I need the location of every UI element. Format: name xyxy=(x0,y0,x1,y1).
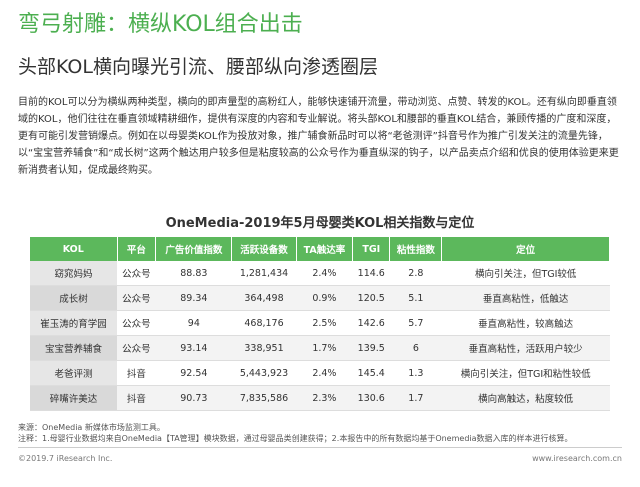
table-cell: 93.14 xyxy=(155,335,232,361)
table-cell: 94 xyxy=(155,310,232,336)
table-cell: 145.4 xyxy=(352,360,390,386)
table-cell: 老爸评测 xyxy=(30,360,117,386)
website: www.iresearch.com.cn xyxy=(532,454,622,463)
table-cell: 垂直高粘性，低触达 xyxy=(441,285,610,311)
source: 来源：OneMedia 新媒体市场监测工具。 xyxy=(18,423,165,432)
table-cell: 364,498 xyxy=(231,285,297,311)
table-cell: 崔玉涛的育学园 xyxy=(30,310,117,336)
table-cell: 碎嘴许美达 xyxy=(30,385,117,411)
table-row: 成长树 公众号 89.34 364,498 0.9% 120.5 5.1 垂直高粘性，低触达 xyxy=(30,285,610,311)
column-header: KOL xyxy=(30,237,118,261)
table-row: 碎嘴许美达 抖音 90.73 7,835,586 2.3% 130.6 1.7 横向高触达，粘… xyxy=(30,385,610,411)
table-cell: 142.6 xyxy=(352,310,390,336)
note: 注释：1.母婴行业数据均来自OneMedia【TA管理】模块数据，通过母婴品类创… xyxy=(18,434,573,443)
table-cell: 2.8 xyxy=(389,261,442,286)
table-cell: 5,443,923 xyxy=(231,360,297,386)
table-cell: 2.3% xyxy=(296,385,353,411)
table-cell: 成长树 xyxy=(30,285,117,311)
table-cell: 抖音 xyxy=(117,385,156,411)
table-cell: 338,951 xyxy=(231,335,297,361)
table-row: 崔玉涛的育学园 公众号 94 468,176 2.5% 142.6 5.7 垂直高粘性，较高触… xyxy=(30,310,610,336)
table-cell: 7,835,586 xyxy=(231,385,297,411)
column-header: 粘性指数 xyxy=(389,237,443,261)
table-cell: 公众号 xyxy=(117,261,156,286)
table-cell: 120.5 xyxy=(352,285,390,311)
table-cell: 横向引关注，但TGI较低 xyxy=(441,261,610,286)
column-header: 活跃设备数 xyxy=(231,237,297,261)
column-header: 广告价值指数 xyxy=(155,237,233,261)
table-cell: 公众号 xyxy=(117,285,156,311)
column-header: TGI xyxy=(352,237,391,261)
table-cell: 2.4% xyxy=(296,360,353,386)
header-row: KOL 平台 广告价值指数 活跃设备数 TA触达率 TGI 粘性指数 定位 xyxy=(30,237,610,261)
table-cell: 114.6 xyxy=(352,261,390,286)
table-cell: 垂直高粘性，活跃用户较少 xyxy=(441,335,610,361)
table-cell: 139.5 xyxy=(352,335,390,361)
table-row: 窈窕妈妈 公众号 88.83 1,281,434 2.4% 114.6 2.8 横向引关注，但… xyxy=(30,261,610,286)
table-cell: 抖音 xyxy=(117,360,156,386)
table-cell: 公众号 xyxy=(117,310,156,336)
table-cell: 宝宝营养辅食 xyxy=(30,335,117,361)
table-cell: 1.3 xyxy=(389,360,442,386)
table-cell: 90.73 xyxy=(155,385,232,411)
table-row: 老爸评测 抖音 92.54 5,443,923 2.4% 145.4 1.3 横向引关注，但T… xyxy=(30,360,610,386)
table-cell: 5.7 xyxy=(389,310,442,336)
subtitle: 头部KOL横向曝光引流、腰部纵向渗透圈层 xyxy=(18,56,378,78)
table-cell: 5.1 xyxy=(389,285,442,311)
table-cell: 垂直高粘性，较高触达 xyxy=(441,310,610,336)
column-header: 平台 xyxy=(117,237,157,261)
table-row: 宝宝营养辅食 公众号 93.14 338,951 1.7% 139.5 6 垂直高粘性，活跃用… xyxy=(30,335,610,361)
paragraph: 目前的KOL可以分为横纵两种类型，横向的即声量型的高粉红人，能够快速铺开流量，带… xyxy=(18,97,619,176)
table-cell: 88.83 xyxy=(155,261,232,286)
table-cell: 130.6 xyxy=(352,385,390,411)
table-cell: 2.5% xyxy=(296,310,353,336)
divider xyxy=(18,447,622,448)
table-cell: 1.7 xyxy=(389,385,442,411)
table-cell: 横向引关注，但TGI和粘性较低 xyxy=(441,360,610,386)
table-cell: 0.9% xyxy=(296,285,353,311)
table-cell: 92.54 xyxy=(155,360,232,386)
table-cell: 窈窕妈妈 xyxy=(30,261,117,286)
column-header: TA触达率 xyxy=(296,237,354,261)
table-cell: 468,176 xyxy=(231,310,297,336)
table-title: OneMedia-2019年5月母婴类KOL相关指数与定位 xyxy=(165,216,475,231)
table-cell: 1,281,434 xyxy=(231,261,297,286)
table-cell: 6 xyxy=(389,335,442,361)
copyright: ©2019.7 iResearch Inc. xyxy=(18,454,113,463)
table-cell: 1.7% xyxy=(296,335,353,361)
table: KOL 平台 广告价值指数 活跃设备数 TA触达率 TGI 粘性指数 定位 窈窕妈妈 公众号 88.… xyxy=(30,237,610,411)
table-cell: 公众号 xyxy=(117,335,156,361)
table-cell: 横向高触达，粘度较低 xyxy=(441,385,610,411)
column-header: 定位 xyxy=(441,237,610,261)
table-cell: 2.4% xyxy=(296,261,353,286)
table-cell: 89.34 xyxy=(155,285,232,311)
title: 弯弓射雕：横纵KOL组合出击 xyxy=(18,12,303,37)
